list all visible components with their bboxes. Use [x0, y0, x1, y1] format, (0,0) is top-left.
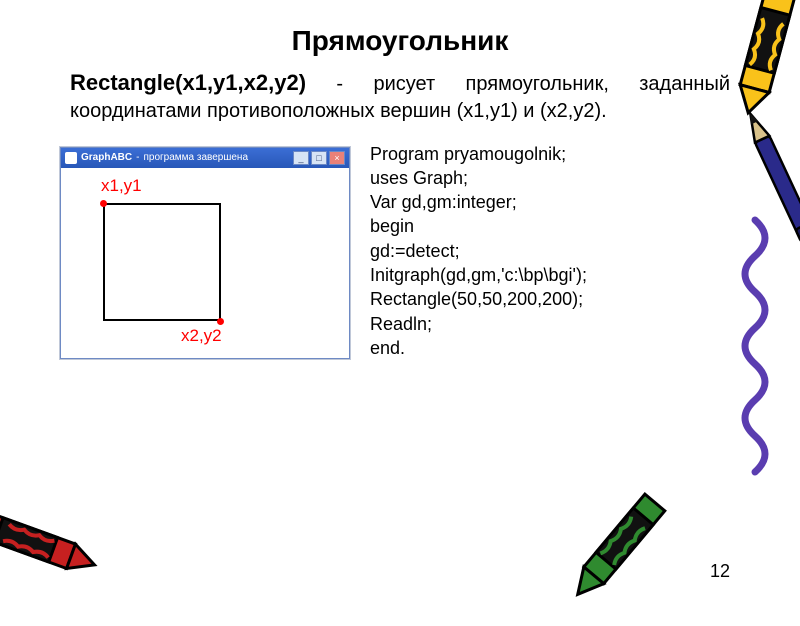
page-number: 12: [710, 561, 730, 582]
point-1-label: x1,y1: [101, 176, 142, 196]
window-canvas: x1,y1 x2,y2: [61, 168, 349, 358]
point-1-dot: [100, 200, 107, 207]
code-line: Initgraph(gd,gm,'c:\bp\bgi');: [370, 263, 587, 287]
point-2-dot: [217, 318, 224, 325]
code-line: uses Graph;: [370, 166, 587, 190]
squiggle-icon: [730, 215, 780, 495]
drawn-rectangle: [103, 203, 221, 321]
point-2-label: x2,y2: [181, 326, 222, 346]
crayon-red-icon: [0, 488, 118, 602]
code-line: end.: [370, 336, 587, 360]
window-buttons: _ □ ×: [293, 151, 345, 165]
code-line: Var gd,gm:integer;: [370, 190, 587, 214]
window-titlebar: GraphABC - программа завершена _ □ ×: [61, 148, 349, 168]
window-status: программа завершена: [143, 152, 248, 163]
description: Rectangle(x1,y1,x2,y2) - рисует прямоуго…: [70, 69, 730, 124]
command-name: Rectangle(x1,y1,x2,y2): [70, 70, 306, 95]
graph-window: GraphABC - программа завершена _ □ × x1,…: [60, 147, 350, 359]
code-listing: Program pryamougolnik; uses Graph; Var g…: [370, 142, 587, 361]
window-app-name: GraphABC: [81, 152, 132, 163]
code-line: begin: [370, 214, 587, 238]
page-title: Прямоугольник: [60, 25, 740, 57]
close-button[interactable]: ×: [329, 151, 345, 165]
code-line: Program pryamougolnik;: [370, 142, 587, 166]
minimize-button[interactable]: _: [293, 151, 309, 165]
code-line: Readln;: [370, 312, 587, 336]
maximize-button[interactable]: □: [311, 151, 327, 165]
crayon-green-icon: [543, 474, 687, 626]
code-line: Rectangle(50,50,200,200);: [370, 287, 587, 311]
code-line: gd:=detect;: [370, 239, 587, 263]
app-icon: [65, 152, 77, 164]
